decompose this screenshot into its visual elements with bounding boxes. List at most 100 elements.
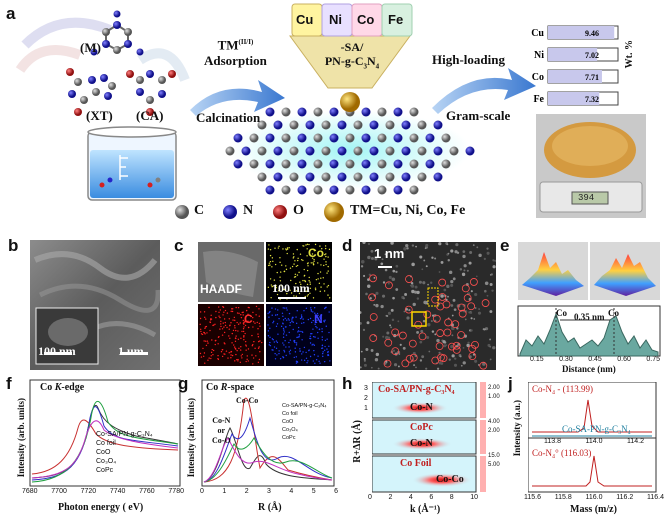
stem-speckle [399, 343, 402, 346]
eds-dot [312, 297, 315, 299]
panel-letter-e: e [500, 236, 510, 255]
eds-dot [326, 286, 328, 288]
stem-speckle [486, 251, 490, 255]
rspace-series-line [203, 416, 333, 483]
xanes-xticks: 7680 7700 7720 7740 7760 7780 [22, 488, 184, 495]
eds-dot [309, 337, 311, 340]
stem-speckle [393, 363, 398, 367]
stem-speckle [477, 364, 480, 366]
eds-dot [269, 327, 271, 330]
eds-dot [282, 333, 285, 335]
eds-dot [303, 322, 305, 324]
stem-speckle [477, 311, 482, 315]
single-atom-marker [458, 309, 467, 318]
ms-top-tick: 114.2 [627, 438, 644, 445]
eds-dot [314, 287, 317, 289]
eds-dot [315, 358, 318, 361]
adsorption-text: TM(II/I) Adsorption [204, 34, 267, 69]
eds-dot [296, 336, 298, 339]
eds-dot [223, 311, 225, 313]
stem-speckle [387, 311, 391, 315]
eds-dot [288, 351, 291, 353]
nitrogen-atom [433, 146, 443, 156]
nitrogen-atom [273, 172, 283, 182]
stem-speckle [375, 291, 379, 295]
eds-dot [328, 345, 330, 347]
eds-dot [310, 307, 312, 309]
rspace-legend-item: CoO [282, 419, 294, 425]
eds-dot [252, 316, 254, 319]
eds-dot [255, 314, 257, 316]
nitrogen-atom [305, 146, 315, 156]
eds-dot [271, 314, 273, 316]
eds-dot [225, 350, 228, 352]
stem-speckle [442, 340, 446, 344]
eds-dot [315, 321, 318, 324]
eds-dot [244, 320, 247, 322]
stem-speckle [368, 273, 372, 276]
eds-dot [269, 336, 271, 339]
scale-readout: 394 [578, 193, 595, 203]
single-atom-marker [438, 278, 447, 287]
eds-dot [241, 357, 243, 359]
eds-dot [317, 278, 319, 280]
single-atom-marker [418, 332, 427, 341]
eds-dot [319, 245, 321, 247]
eds-dot [275, 340, 278, 342]
eds-dot [243, 335, 245, 337]
eds-dot [276, 323, 279, 325]
stem-speckle [422, 319, 426, 323]
stem-speckle [367, 284, 371, 289]
eds-dot [327, 284, 330, 287]
stem-speckle [462, 346, 465, 349]
stem-speckle [447, 252, 450, 255]
eds-dot [223, 318, 226, 320]
eds-dot [327, 256, 329, 258]
eds-dot [321, 328, 323, 330]
eds-dot [293, 295, 295, 297]
eds-dot [327, 270, 329, 272]
stem-speckle [492, 265, 496, 269]
stem-speckle [415, 366, 417, 369]
eds-dot [199, 317, 202, 320]
eds-dot [323, 290, 326, 292]
eds-dot [321, 248, 323, 250]
ann-coco: Co-Co [236, 396, 259, 405]
eds-dot [228, 328, 230, 330]
eds-dot [203, 340, 205, 342]
stem-speckle [489, 274, 492, 276]
legend-metal-label: TM=Cu, Ni, Co, Fe [350, 203, 466, 218]
eds-dot [288, 341, 290, 344]
wt-axis-label: Wt. % [624, 40, 635, 69]
eds-dot [245, 349, 247, 351]
eds-dot [280, 284, 283, 286]
loading-bar-chart: Cu 9.46 Ni 7.02 Co 7.71 Fe 7.32 [531, 25, 619, 106]
eds-dot [229, 337, 231, 339]
loading-bar-category: Cu [531, 28, 544, 39]
eds-dot [308, 349, 310, 352]
eds-dot [312, 343, 314, 346]
eds-dot [247, 326, 250, 329]
eds-dot [204, 326, 207, 328]
panel-letter-h: h [342, 374, 353, 393]
eds-dot [212, 324, 214, 327]
eds-dot [317, 262, 319, 264]
nitrogen-atom [241, 146, 251, 156]
stem-speckle [390, 308, 394, 312]
single-atom-marker [404, 305, 413, 314]
eds-dot [306, 295, 309, 297]
xanes-xlabel: Photon energy ( eV) [58, 502, 144, 513]
eds-dot [305, 290, 308, 292]
eds-dot [252, 321, 255, 323]
xanes-title-edge: K [54, 382, 62, 393]
eds-dot [259, 325, 261, 327]
eds-dot [274, 287, 276, 289]
eds-dot [275, 284, 277, 287]
carbon-atom [345, 133, 355, 143]
stem-speckle [365, 348, 369, 351]
eds-dot [299, 348, 301, 350]
carbon-atom [289, 120, 299, 130]
eds-dot [242, 314, 244, 316]
wt-xtick: 4 [408, 494, 413, 501]
nitrogen-atom [297, 159, 307, 169]
